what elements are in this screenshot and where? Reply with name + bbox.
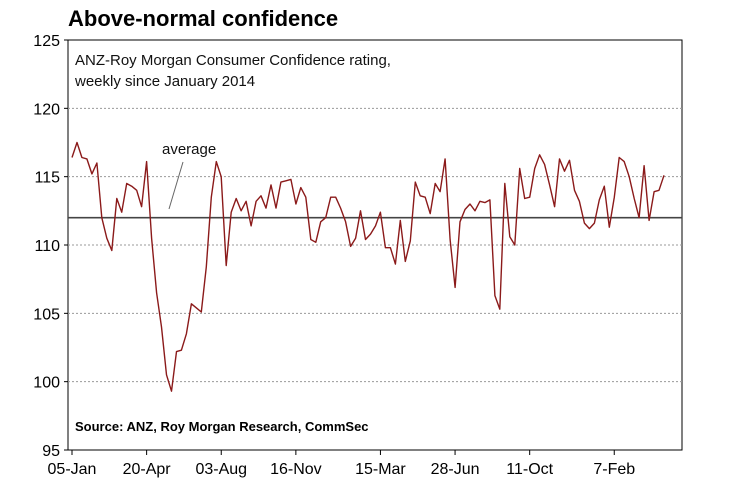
x-tick-label: 7-Feb xyxy=(593,461,635,478)
average-pointer xyxy=(168,161,184,210)
x-tick-label: 15-Mar xyxy=(355,461,406,478)
subtitle-line-2: weekly since January 2014 xyxy=(75,73,256,90)
y-axis: 95 100 105 110 115 120 125 xyxy=(33,33,68,460)
source-note: Source: ANZ, Roy Morgan Research, CommSe… xyxy=(75,419,369,434)
y-tick-label: 110 xyxy=(34,238,60,255)
x-tick-label: 03-Aug xyxy=(195,461,247,478)
chart-subtitle: ANZ-Roy Morgan Consumer Confidence ratin… xyxy=(75,50,391,92)
average-label: average xyxy=(162,141,216,158)
x-tick-label: 28-Jun xyxy=(431,461,480,478)
y-tick-label: 105 xyxy=(33,306,60,323)
x-tick-label: 11-Oct xyxy=(506,461,553,478)
consumer-confidence-series xyxy=(71,141,665,392)
y-tick-label: 100 xyxy=(33,375,60,392)
y-tick-label: 125 xyxy=(33,33,60,50)
x-tick-label: 05-Jan xyxy=(48,461,97,478)
x-axis: 05-Jan 20-Apr 03-Aug 16-Nov 15-Mar 28-Jun 11-O… xyxy=(48,450,635,478)
y-tick-label: 115 xyxy=(34,170,60,187)
y-tick-label: 95 xyxy=(42,443,60,460)
x-tick-label: 16-Nov xyxy=(270,461,322,478)
chart-title: Above-normal confidence xyxy=(68,6,339,31)
x-tick-label: 20-Apr xyxy=(123,461,172,478)
subtitle-line-1: ANZ-Roy Morgan Consumer Confidence ratin… xyxy=(75,52,391,69)
plot-frame xyxy=(67,39,683,451)
y-tick-label: 120 xyxy=(33,101,60,118)
